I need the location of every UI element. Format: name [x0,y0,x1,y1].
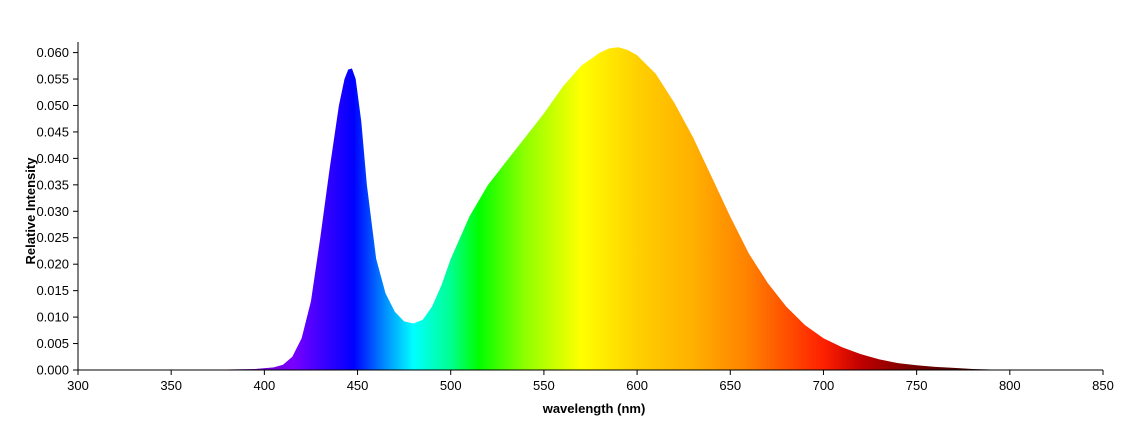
spectrum-area [78,47,1103,370]
y-tick-label: 0.040 [36,151,69,166]
x-tick-label: 650 [719,378,741,393]
y-tick-label: 0.045 [36,124,69,139]
x-tick-label: 600 [626,378,648,393]
y-tick-label: 0.015 [36,283,69,298]
y-tick-label: 0.020 [36,257,69,272]
y-tick-label: 0.030 [36,204,69,219]
x-axis-title: wavelength (nm) [542,401,646,416]
x-tick-label: 300 [67,378,89,393]
y-tick-label: 0.035 [36,177,69,192]
y-tick-label: 0.010 [36,310,69,325]
x-tick-label: 750 [906,378,928,393]
x-tick-label: 700 [813,378,835,393]
y-tick-label: 0.055 [36,72,69,87]
x-tick-label: 450 [347,378,369,393]
x-tick-label: 500 [440,378,462,393]
y-tick-label: 0.000 [36,363,69,378]
x-tick-label: 850 [1092,378,1114,393]
y-tick-label: 0.005 [36,336,69,351]
x-tick-label: 400 [254,378,276,393]
y-tick-label: 0.050 [36,98,69,113]
y-tick-label: 0.025 [36,230,69,245]
y-tick-label: 0.060 [36,45,69,60]
x-tick-label: 550 [533,378,555,393]
y-axis-title: Relative Intensity [23,157,38,265]
x-tick-label: 350 [160,378,182,393]
x-tick-label: 800 [999,378,1021,393]
